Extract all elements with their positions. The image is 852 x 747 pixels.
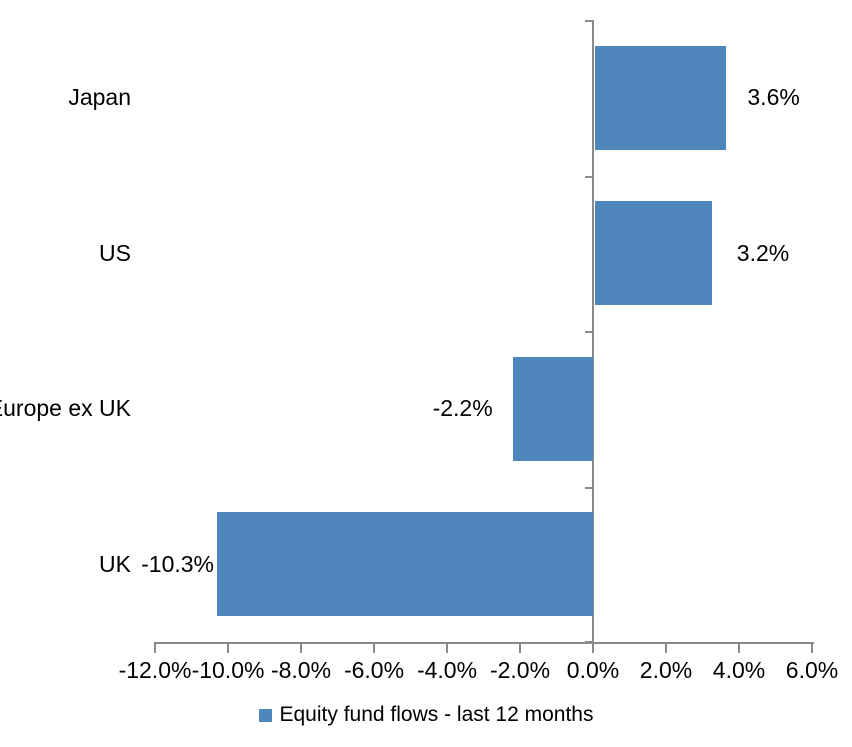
x-tick-label-8: 4.0% [712,657,766,683]
legend-label: Equity fund flows - last 12 months [279,703,594,726]
legend: Equity fund flows - last 12 months [0,703,852,727]
value-label-us: 3.2% [736,239,790,266]
value-label-uk: -10.3% [141,550,214,577]
x-tick-label-9: 6.0% [785,657,839,683]
bar-europe-ex-uk [512,356,593,461]
x-axis-tick [519,642,521,653]
x-axis-tick [373,642,375,653]
x-tick-label-7: 2.0% [639,657,693,683]
x-axis-tick [300,642,302,653]
category-label-uk: UK [99,550,131,577]
x-tick-label-6: 0.0% [566,657,620,683]
x-axis-tick [154,642,156,653]
x-axis-line [154,642,814,644]
x-axis-tick [446,642,448,653]
category-label-us: US [99,239,131,266]
bar-japan [595,45,727,150]
x-tick-label-2: -8.0% [270,657,332,683]
bar-uk [217,512,593,617]
value-label-europe-ex-uk: -2.2% [432,395,493,422]
x-tick-label-4: -4.0% [416,657,478,683]
legend-marker-icon [258,708,272,722]
y-axis-zero-line [592,20,594,653]
category-label-europe-ex-uk: Europe ex UK [0,395,131,422]
x-axis-tick [665,642,667,653]
category-boundary-tick [585,20,593,22]
category-boundary-tick [585,486,593,489]
x-axis-tick [227,642,229,653]
x-axis-tick [592,642,594,653]
x-tick-label-5: -2.0% [489,657,551,683]
category-boundary-tick [585,331,593,333]
category-label-japan: Japan [68,84,131,111]
value-label-japan: 3.6% [747,84,800,111]
category-boundary-tick [585,641,593,643]
category-boundary-tick [585,175,593,178]
x-tick-label-1: -10.0% [191,657,265,683]
x-tick-label-3: -6.0% [343,657,405,683]
bar-us [595,201,712,306]
x-axis-tick [738,642,740,653]
x-tick-label-0: -12.0% [118,657,192,683]
x-axis-tick [811,642,813,653]
